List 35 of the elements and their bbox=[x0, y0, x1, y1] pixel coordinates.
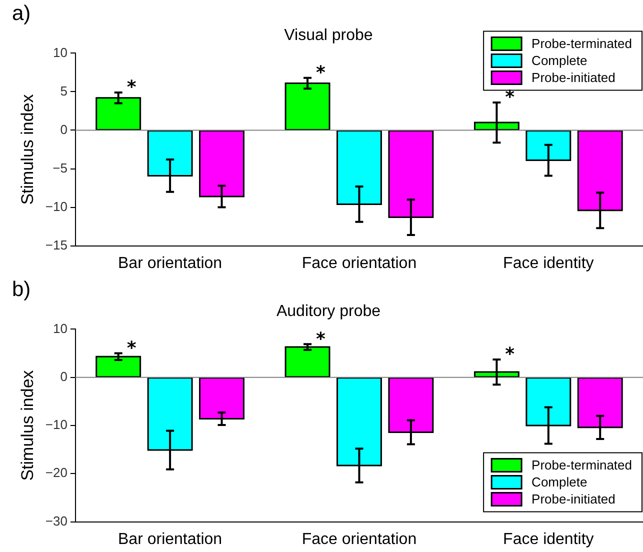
text: a) bbox=[12, 2, 31, 26]
legend-label: Probe-terminated bbox=[532, 36, 632, 51]
annotation: * bbox=[126, 77, 137, 98]
y-tick-label: 10 bbox=[52, 320, 68, 336]
y-tick-label: −20 bbox=[45, 465, 68, 480]
y-tick-label: −10 bbox=[45, 198, 68, 214]
annotation: * bbox=[316, 328, 326, 350]
annotation: * bbox=[126, 338, 137, 359]
y-tick-label: −15 bbox=[45, 237, 68, 252]
chart-title: Auditory probe bbox=[276, 303, 381, 320]
annotation: * bbox=[316, 62, 326, 84]
x-tick-label: Face orientation bbox=[302, 530, 417, 548]
x-tick-label: Face orientation bbox=[302, 254, 417, 272]
annotation: * bbox=[505, 344, 516, 366]
chart-title: Visual probe bbox=[284, 27, 373, 44]
legend-label: Complete bbox=[532, 474, 588, 490]
legend-label: Probe-initiated bbox=[532, 491, 616, 506]
y-axis-title: Stimulus index bbox=[18, 370, 37, 481]
y-tick-label: 0 bbox=[60, 122, 68, 137]
y-tick-label: 5 bbox=[60, 83, 68, 98]
y-tick-label: −5 bbox=[52, 160, 68, 176]
x-tick-label: Face identity bbox=[503, 530, 594, 548]
y-tick-label: −10 bbox=[45, 417, 68, 432]
y-tick-label: 0 bbox=[60, 368, 68, 384]
y-tick-label: −30 bbox=[45, 513, 68, 528]
annotation: * bbox=[505, 87, 516, 108]
y-tick-label: 10 bbox=[52, 44, 68, 60]
x-tick-label: Bar orientation bbox=[118, 254, 222, 272]
legend-label: Probe-initiated bbox=[532, 70, 616, 85]
legend-label: Probe-terminated bbox=[532, 457, 632, 472]
y-axis-title: Stimulus index bbox=[18, 94, 37, 205]
legend-label: Complete bbox=[532, 52, 588, 68]
x-tick-label: Face identity bbox=[503, 254, 594, 272]
x-tick-label: Bar orientation bbox=[118, 530, 222, 548]
text: b) bbox=[12, 278, 31, 302]
